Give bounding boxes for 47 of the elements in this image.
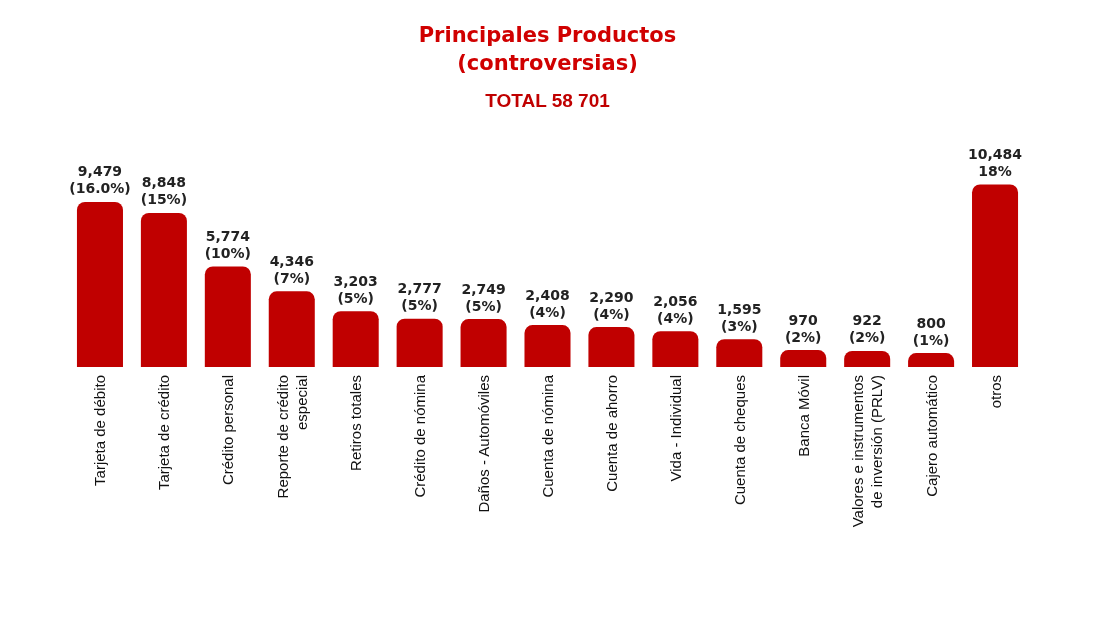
chart-subtitle: TOTAL 58 701 <box>485 90 611 111</box>
bar <box>460 319 507 367</box>
x-tick-label: Cuenta de nómina <box>539 374 556 498</box>
x-tick-label: Banca Móvil <box>794 375 812 457</box>
data-label: 4,346 (7%) <box>269 252 314 286</box>
x-tick-label: Cajero automático <box>922 375 940 497</box>
data-label: 970 (2%) <box>784 311 822 345</box>
x-tick-label: Valores e instrumentos de inversión (PRLV) <box>849 375 886 528</box>
data-label: 2,408 (4%) <box>525 286 570 320</box>
bar <box>844 350 891 367</box>
x-tick-label: otros <box>986 375 1004 409</box>
data-label: 5,774 (10%) <box>204 227 251 261</box>
data-label: 3,203 (5%) <box>333 272 378 306</box>
bar <box>396 318 443 367</box>
data-label: 2,290 (4%) <box>589 288 634 322</box>
x-tick-label: Tarjeta de débito <box>91 375 109 486</box>
chart-title: Principales Productos (controversias) <box>418 23 677 75</box>
x-tick-label: Cuenta de ahorro <box>602 375 620 492</box>
x-tick-label: Cuenta de cheques <box>730 375 748 506</box>
data-label: 922 (2%) <box>848 312 886 346</box>
bar <box>588 327 635 367</box>
data-label: 2,056 (4%) <box>653 292 698 326</box>
bar <box>780 350 827 367</box>
bar <box>204 266 251 367</box>
bar <box>524 325 571 367</box>
x-tick-label: Daños - Automóviles <box>475 375 493 513</box>
data-label: 9,479 (16.0%) <box>69 163 131 197</box>
bar <box>140 212 187 367</box>
data-label: 800 (1%) <box>912 314 950 348</box>
data-label: 2,777 (5%) <box>397 280 442 314</box>
data-label: 10,484 18% <box>968 145 1023 179</box>
bar <box>76 201 123 367</box>
bar <box>908 353 955 367</box>
x-tick-label: Crédito de nómina <box>411 374 429 498</box>
bar <box>652 331 699 367</box>
data-label: 8,848 (15%) <box>140 174 188 208</box>
x-tick-label: Reporte de crédito especial <box>273 375 310 499</box>
bar <box>716 339 763 367</box>
x-tick-label: Crédito personal <box>219 375 237 486</box>
x-tick-label: Vida - Individual <box>666 375 684 482</box>
x-tick-label: Tarjeta de crédito <box>155 375 173 491</box>
data-label: 1,595 (3%) <box>717 300 762 334</box>
bar <box>972 184 1019 367</box>
bar <box>332 311 379 367</box>
x-tick-label: Retiros totales <box>347 375 365 471</box>
data-label: 2,749 (5%) <box>461 280 506 314</box>
bar <box>268 291 315 367</box>
